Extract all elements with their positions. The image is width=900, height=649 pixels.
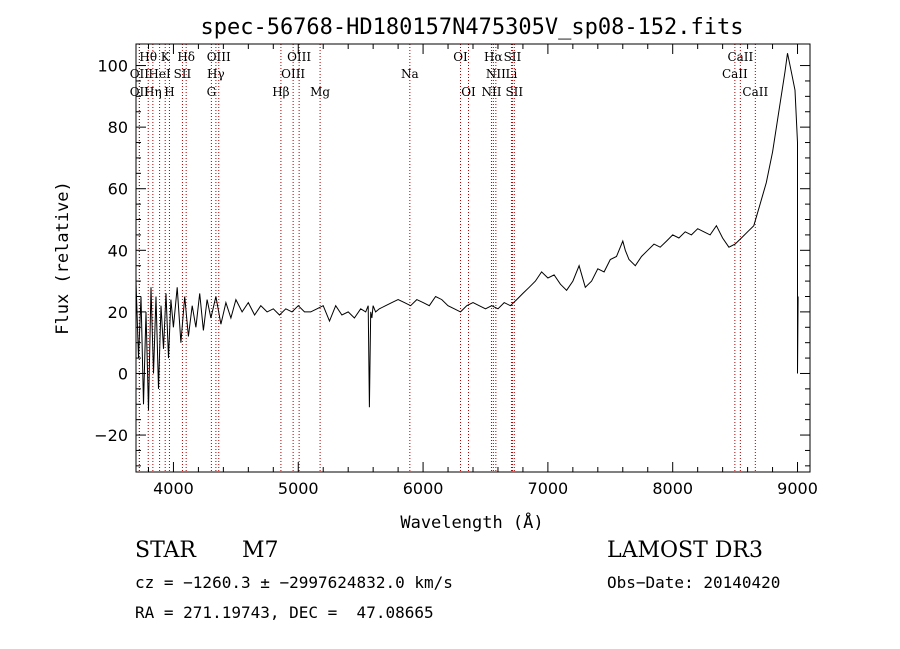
survey-label: LAMOST DR3 bbox=[607, 538, 763, 563]
subclass-label: M7 bbox=[242, 538, 279, 563]
line-label-22: Li bbox=[506, 67, 518, 81]
line-label-8: Hδ bbox=[177, 50, 195, 64]
line-label-14: OIII bbox=[287, 50, 311, 64]
spectrum-series-0 bbox=[136, 53, 799, 411]
line-label-16: Na bbox=[401, 67, 419, 81]
x-tick-label-2: 6000 bbox=[403, 479, 444, 498]
line-markers-group bbox=[138, 44, 756, 472]
line-label-12: Hβ bbox=[272, 85, 289, 99]
line-label-17: OI bbox=[453, 50, 468, 64]
y-tick-label-4: 60 bbox=[108, 180, 128, 199]
x-tick-label-4: 8000 bbox=[652, 479, 693, 498]
x-tick-label-5: 9000 bbox=[777, 479, 818, 498]
chart-title: spec-56768-HD180157N475305V_sp08-152.fit… bbox=[200, 15, 743, 40]
line-label-27: CaII bbox=[742, 85, 768, 99]
line-labels-group: OIIHθOIIHηHeIKHSIIHδGHγOIIIHβOIIIOIIIMgN… bbox=[130, 50, 769, 99]
line-label-0: OII bbox=[130, 67, 150, 81]
y-tick-label-6: 100 bbox=[97, 57, 128, 76]
line-label-18: OI bbox=[461, 85, 476, 99]
obs-date-line: Obs−Date: 20140420 bbox=[607, 573, 781, 592]
line-label-11: OIII bbox=[207, 50, 231, 64]
plot-frame bbox=[135, 43, 811, 473]
line-label-15: Mg bbox=[310, 85, 330, 99]
line-label-23: SII bbox=[504, 50, 522, 64]
x-axis-label: Wavelength (Å) bbox=[400, 511, 543, 533]
line-label-3: Hη bbox=[144, 85, 162, 99]
line-label-7: SII bbox=[174, 67, 192, 81]
line-label-1: Hθ bbox=[139, 50, 157, 64]
line-label-5: K bbox=[161, 50, 171, 64]
line-label-10: Hγ bbox=[207, 67, 225, 81]
y-tick-label-2: 20 bbox=[108, 303, 128, 322]
class-label: STAR bbox=[135, 538, 196, 563]
y-tick-label-0: −20 bbox=[94, 426, 128, 445]
line-label-24: SII bbox=[505, 85, 523, 99]
line-label-13: OIII bbox=[281, 67, 305, 81]
line-label-19: NII bbox=[481, 85, 501, 99]
x-tick-label-1: 5000 bbox=[278, 479, 319, 498]
line-label-6: H bbox=[164, 85, 174, 99]
y-tick-label-1: 0 bbox=[118, 364, 128, 383]
ticks-group: 4000 5000 6000 7000 8000 9000 −20 0 20 40 60 80 100 bbox=[94, 44, 818, 498]
coordinates-line: RA = 271.19743, DEC = 47.08665 bbox=[135, 603, 434, 622]
line-label-2: OII bbox=[130, 85, 150, 99]
line-label-26: CaII bbox=[727, 50, 753, 64]
line-label-25: CaII bbox=[722, 67, 748, 81]
line-label-21: NII bbox=[486, 67, 506, 81]
line-label-9: G bbox=[207, 85, 217, 99]
line-label-20: Hα bbox=[484, 50, 503, 64]
spectrum-group bbox=[136, 53, 799, 411]
line-label-4: HeI bbox=[148, 67, 171, 81]
y-tick-label-5: 80 bbox=[108, 118, 128, 137]
y-axis-label: Flux (relative) bbox=[53, 181, 73, 335]
y-tick-label-3: 40 bbox=[108, 241, 128, 260]
redshift-line: cz = −1260.3 ± −2997624832.0 km/s bbox=[135, 573, 453, 592]
x-tick-label-3: 7000 bbox=[528, 479, 569, 498]
x-tick-label-0: 4000 bbox=[153, 479, 194, 498]
